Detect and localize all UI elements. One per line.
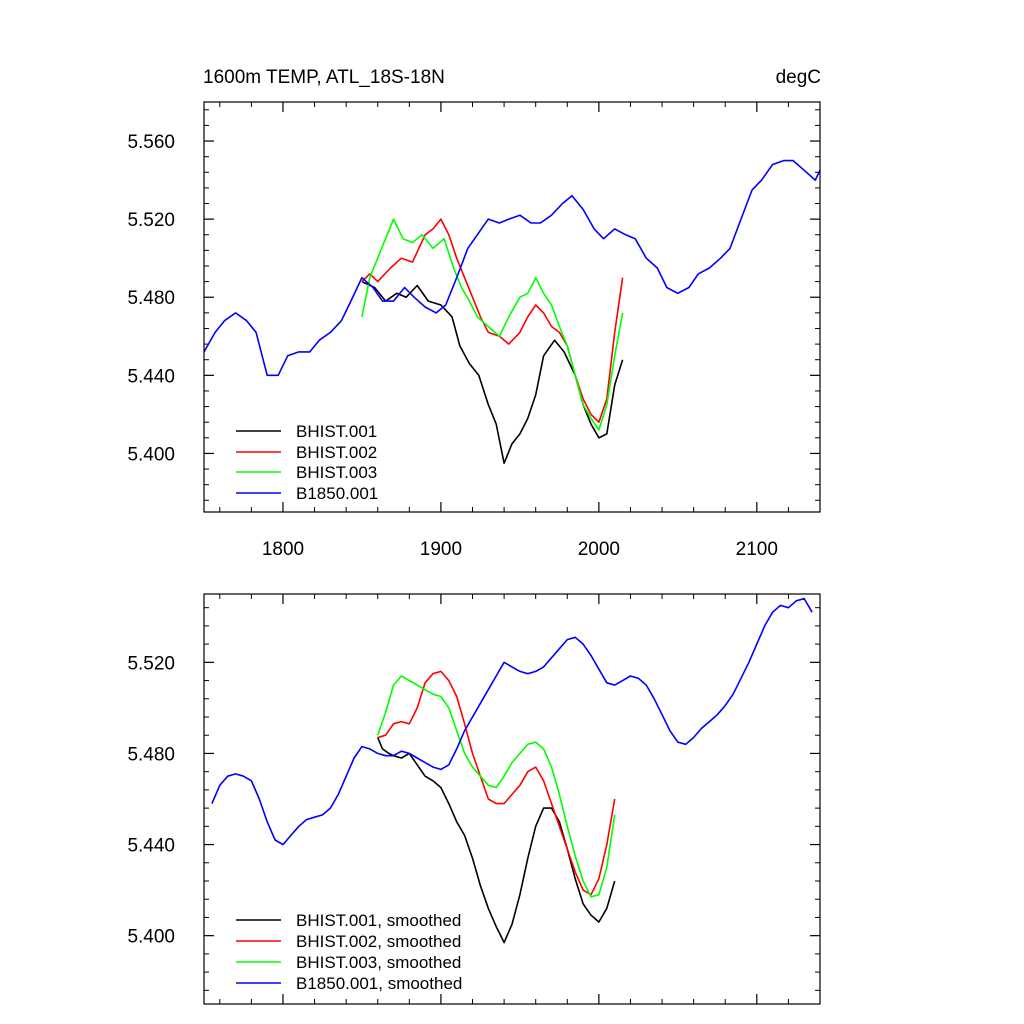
series-line-bhist-003-smoothed: [376, 675, 616, 898]
top-panel-legend: BHIST.001 BHIST.002 BHIST.003 B1850.001: [236, 422, 378, 503]
y-tick-label: 5.400: [127, 927, 175, 948]
top-panel-title: 1600m TEMP, ATL_18S-18N: [203, 67, 445, 88]
bottom-panel-axes: 5.400 5.440 5.480 5.520: [127, 594, 821, 1004]
series-line-bhist-001: [361, 280, 624, 465]
legend-label-bhist-002-smoothed: BHIST.002, smoothed: [296, 932, 461, 951]
top-panel-axes: 1800 1900 2000 2100 5.400 5.440 5.480 5.520 5.56…: [127, 102, 821, 560]
legend-label-bhist-001-smoothed: BHIST.001, smoothed: [296, 911, 461, 930]
x-tick-label: 2000: [578, 539, 620, 560]
y-tick-label: 5.440: [127, 836, 175, 857]
y-tick-label: 5.480: [127, 288, 175, 309]
top-panel-frame: [203, 101, 821, 513]
series-line-b1850-001: [203, 159, 821, 377]
legend-label-bhist-003-smoothed: BHIST.003, smoothed: [296, 953, 461, 972]
legend-label-bhist-001: BHIST.001: [296, 422, 377, 441]
y-tick-label: 5.560: [127, 132, 175, 153]
series-line-bhist-001-smoothed: [376, 737, 616, 944]
top-panel-series: [203, 159, 821, 465]
y-tick-label: 5.400: [127, 444, 175, 465]
x-tick-label: 1800: [262, 539, 304, 560]
top-panel: 1600m TEMP, ATL_18S-18N degC 1800 1900 200…: [127, 67, 821, 560]
bottom-panel-frame: [203, 593, 821, 1005]
legend-label-bhist-003: BHIST.003: [296, 463, 377, 482]
y-tick-label: 5.520: [127, 653, 175, 674]
legend-label-b1850-001: B1850.001: [296, 484, 378, 503]
y-tick-label: 5.440: [127, 366, 175, 387]
series-line-bhist-002-smoothed: [377, 670, 616, 896]
x-tick-label: 1900: [420, 539, 462, 560]
y-tick-label: 5.480: [127, 744, 175, 765]
bottom-panel-legend: BHIST.001, smoothed BHIST.002, smoothed …: [236, 911, 462, 993]
x-tick-label: 2100: [736, 539, 778, 560]
legend-label-b1850-001-smoothed: B1850.001, smoothed: [296, 974, 462, 993]
bottom-panel: 5.400 5.440 5.480 5.520 BHIST.001, smoothed…: [127, 593, 821, 1005]
top-panel-units: degC: [776, 67, 821, 88]
series-line-bhist-003: [361, 218, 624, 431]
y-tick-label: 5.520: [127, 210, 175, 231]
legend-label-bhist-002: BHIST.002: [296, 443, 377, 462]
bottom-panel-series: [211, 597, 813, 944]
series-line-b1850-001-smoothed: [211, 597, 813, 846]
